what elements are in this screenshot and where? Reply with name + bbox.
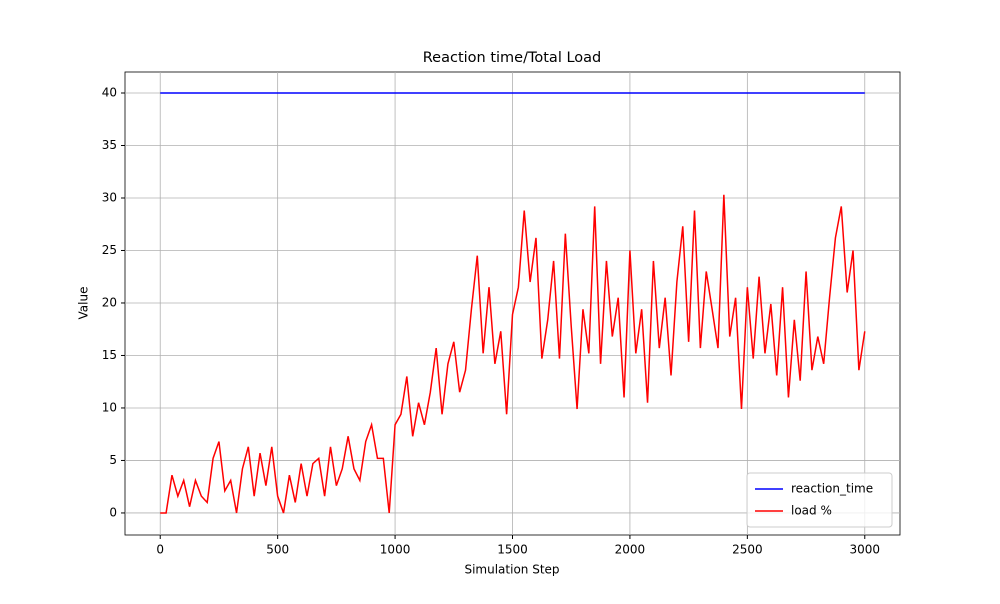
y-tick-label: 15 [102, 348, 117, 362]
x-tick-label: 0 [156, 543, 164, 557]
x-tick-label: 2000 [615, 543, 646, 557]
y-axis-label: Value [77, 287, 91, 320]
y-tick-label: 25 [102, 243, 117, 257]
y-tick-label: 30 [102, 190, 117, 204]
legend-label: load % [791, 504, 832, 518]
x-tick-label: 2500 [732, 543, 763, 557]
x-tick-label: 1000 [380, 543, 411, 557]
y-tick-label: 20 [102, 295, 117, 309]
y-tick-label: 35 [102, 138, 117, 152]
legend-box [746, 472, 893, 528]
y-tick-label: 10 [102, 400, 117, 414]
chart-title: Reaction time/Total Load [423, 50, 602, 66]
data-line [160, 194, 866, 514]
x-tick-label: 3000 [849, 543, 880, 557]
y-tick-label: 5 [109, 453, 117, 467]
y-tick-label: 40 [102, 85, 117, 99]
x-tick-label: 1500 [497, 543, 528, 557]
x-tick-label: 500 [266, 543, 289, 557]
legend-label: reaction_time [791, 482, 873, 496]
y-tick-label: 0 [109, 505, 117, 519]
x-axis-label: Simulation Step [464, 563, 559, 577]
